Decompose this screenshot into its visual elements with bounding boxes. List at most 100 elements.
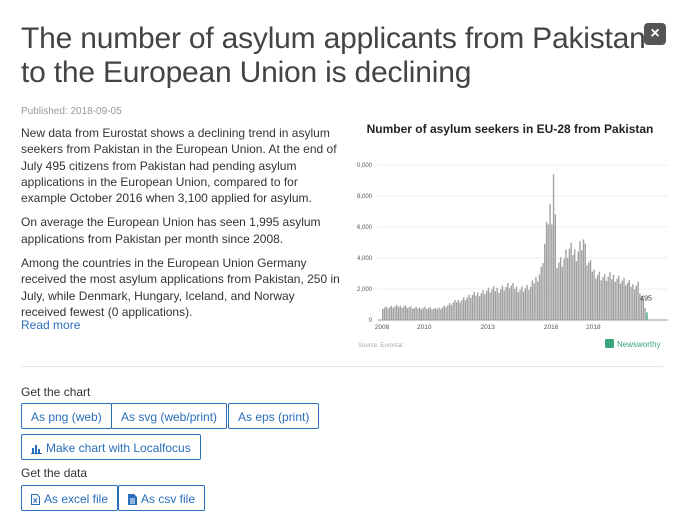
close-button[interactable]: × — [644, 23, 666, 45]
bar-chart-icon — [31, 445, 42, 454]
chart-bar — [434, 307, 437, 320]
chart-bar — [447, 305, 449, 320]
chart-bar — [642, 299, 645, 320]
chart-bar — [445, 307, 447, 320]
chart-bar — [489, 292, 491, 320]
get-chart-label: Get the chart — [21, 385, 91, 399]
chart-bar — [522, 291, 525, 320]
chart-bar — [565, 249, 567, 320]
chart-bar — [478, 296, 481, 320]
chart-bar — [625, 285, 627, 320]
chart-bar — [561, 266, 564, 320]
divider — [21, 366, 663, 367]
svg-button[interactable]: As svg (web/print) — [111, 403, 228, 429]
y-tick-label: 0 — [369, 318, 373, 324]
chart-bar — [498, 292, 500, 320]
y-tick-label: 8,000 — [357, 194, 373, 200]
chart-bar — [427, 308, 430, 320]
chart-bar — [459, 302, 461, 320]
chart-bar — [441, 307, 444, 320]
chart-bar — [500, 289, 502, 320]
chart-bar — [404, 305, 407, 320]
chart-bars — [382, 174, 648, 320]
png-button[interactable]: As png (web) — [21, 403, 112, 429]
chart-bar — [554, 214, 557, 320]
chart-bar — [507, 283, 509, 320]
chart-bar — [420, 309, 423, 320]
chart-bar — [551, 224, 553, 320]
chart-bar — [619, 283, 622, 320]
chart-bar — [559, 256, 562, 320]
chart-bar — [531, 280, 534, 320]
chart-bar — [637, 281, 639, 320]
chart-bar — [433, 308, 435, 320]
chart-bar — [582, 239, 585, 320]
localfocus-label: Make chart with Localfocus — [46, 441, 191, 455]
chart-bar — [431, 309, 433, 320]
read-more-link[interactable]: Read more — [21, 318, 81, 332]
chart-bar — [514, 289, 516, 320]
excel-button[interactable]: As excel file — [21, 485, 119, 511]
last-value-label: 495 — [640, 295, 652, 302]
chart-bar — [545, 221, 548, 320]
chart-bar — [496, 287, 498, 320]
chart-bar — [382, 309, 384, 320]
chart-bar — [568, 248, 571, 320]
chart-bar — [494, 290, 497, 320]
chart-bar — [556, 268, 558, 320]
chart-bar — [383, 307, 386, 320]
chart-source: Source: Eurostat — [358, 343, 403, 349]
chart-bar — [482, 290, 484, 320]
y-tick-label: 2,000 — [357, 287, 373, 293]
paragraph: On average the European Union has seen 1… — [21, 215, 321, 246]
newsworthy-icon — [605, 339, 614, 348]
chart-bar — [501, 285, 504, 320]
chart-bar — [588, 262, 590, 320]
chart-bar — [547, 224, 549, 320]
chart-bar — [607, 276, 609, 320]
x-tick-label: 2010 — [417, 324, 432, 331]
chart-bar — [503, 290, 505, 320]
chart-bar — [521, 286, 523, 320]
chart-bar — [579, 241, 581, 320]
chart-bar — [623, 278, 625, 320]
chart-bar — [390, 305, 393, 320]
chart-bar — [455, 302, 458, 320]
chart-bar — [515, 286, 518, 320]
chart-bar — [618, 275, 620, 320]
chart-bar — [461, 299, 463, 320]
chart-bar — [448, 303, 451, 320]
chart-bar — [443, 305, 446, 320]
chart-bar — [415, 306, 417, 320]
y-axis-ticks: 0 2,000 4,000 6,000 8,000 0,000 — [357, 163, 373, 324]
chart-bar — [529, 286, 532, 320]
chart-bar — [411, 308, 414, 320]
chart-bar — [602, 277, 604, 320]
chart-bar — [505, 286, 507, 320]
chart-bar — [612, 274, 615, 320]
chart-bar — [452, 302, 454, 320]
chart-bar — [491, 289, 493, 320]
chart-bar — [471, 295, 474, 320]
chart-bar — [635, 285, 638, 320]
x-tick-label: 2016 — [544, 324, 559, 331]
chart-title: Number of asylum seekers in EU-28 from P… — [367, 122, 654, 136]
eps-button[interactable]: As eps (print) — [228, 403, 320, 429]
chart-bar — [508, 288, 511, 320]
chart-bar — [596, 275, 599, 320]
chart-bar — [605, 280, 608, 320]
article-body: New data from Eurostat shows a declining… — [21, 125, 341, 328]
chart-bar — [544, 243, 546, 320]
localfocus-button[interactable]: Make chart with Localfocus — [21, 434, 201, 460]
chart-bar — [600, 280, 602, 320]
csv-button[interactable]: As csv file — [118, 485, 206, 511]
chart-bar — [628, 280, 630, 320]
chart-bar — [626, 282, 629, 320]
chart-bar — [533, 283, 535, 320]
x-tick-label: 2013 — [480, 324, 495, 331]
chart-bar — [570, 242, 572, 320]
chart-bar — [464, 300, 467, 320]
chart-bar — [630, 286, 632, 320]
chart-bar — [603, 274, 606, 320]
chart-bar — [429, 307, 431, 320]
